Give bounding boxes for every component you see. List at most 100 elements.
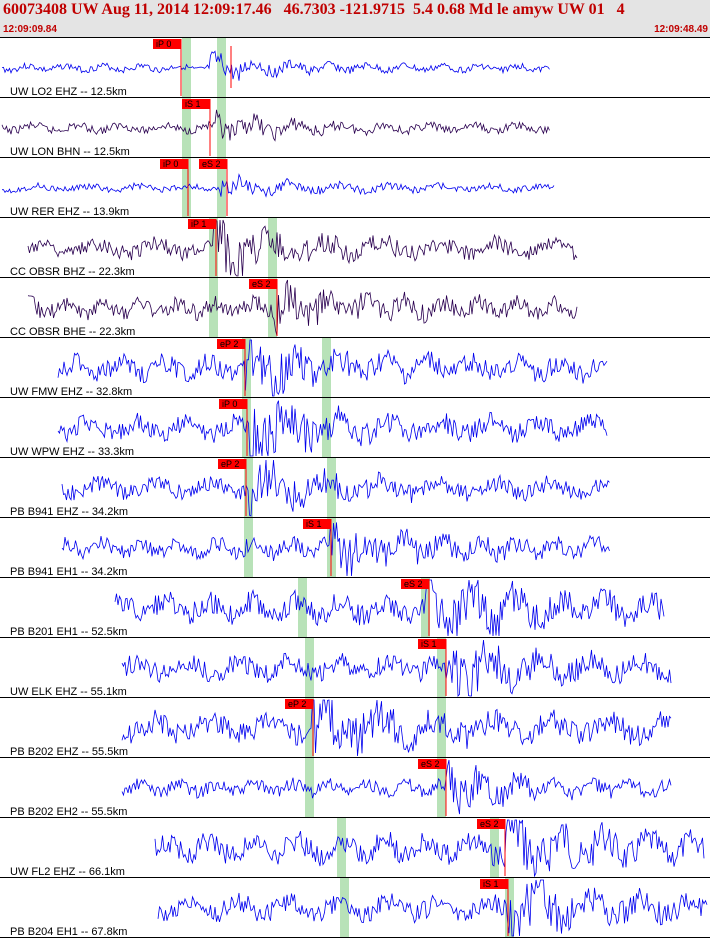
pick-label: iS 1 xyxy=(483,879,499,889)
phase-band xyxy=(337,818,346,878)
phase-band xyxy=(305,758,314,818)
trace-row[interactable]: iP 0 UW LO2 EHZ -- 12.5km xyxy=(0,38,710,98)
pick-label: eS 2 xyxy=(480,819,499,829)
trace-row[interactable]: eP 2 UW FMW EHZ -- 32.8km xyxy=(0,338,710,398)
pick-label: iP 0 xyxy=(163,159,178,169)
phase-band xyxy=(305,638,314,698)
trace-row[interactable]: iS 1 PB B204 EH1 -- 67.8km xyxy=(0,878,710,938)
pick-flag[interactable] xyxy=(219,399,247,409)
trace-row[interactable]: eS 2 CC OBSR BHE -- 22.3km xyxy=(0,278,710,338)
trace-label: UW RER EHZ -- 13.9km xyxy=(10,206,129,218)
phase-band xyxy=(305,698,314,758)
pick-flag[interactable] xyxy=(249,279,277,289)
trace-label: PB B941 EH1 -- 34.2km xyxy=(10,566,127,578)
waveform xyxy=(61,459,610,517)
trace-row[interactable]: eS 2 UW FL2 EHZ -- 66.1km xyxy=(0,818,710,878)
trace-row[interactable]: iP 0 UW WPW EHZ -- 33.3km xyxy=(0,398,710,458)
trace-label: CC OBSR BHE -- 22.3km xyxy=(10,326,135,338)
phase-band xyxy=(209,218,218,278)
pick-label: iS 1 xyxy=(185,99,201,109)
trace-row[interactable]: iS 1 PB B941 EH1 -- 34.2km xyxy=(0,518,710,578)
pick-flag[interactable] xyxy=(199,159,227,169)
waveform xyxy=(114,579,665,637)
pick-label: eP 2 xyxy=(220,339,238,349)
trace-row[interactable]: eS 2 PB B202 EH2 -- 55.5km xyxy=(0,758,710,818)
phase-band xyxy=(298,578,307,638)
pick-flag[interactable] xyxy=(303,519,331,529)
seismogram-panel[interactable]: iP 0 UW LO2 EHZ -- 12.5km iS 1 UW LON BHN -… xyxy=(0,38,710,938)
phase-band xyxy=(437,698,446,758)
waveform xyxy=(27,219,578,277)
pick-flag[interactable] xyxy=(285,699,313,709)
waveform xyxy=(57,339,608,397)
phase-band xyxy=(182,98,191,158)
pick-flag[interactable] xyxy=(401,579,429,589)
waveform xyxy=(1,50,550,81)
pick-flag[interactable] xyxy=(418,639,446,649)
pick-flag[interactable] xyxy=(218,459,246,469)
trace-label: UW FMW EHZ -- 32.8km xyxy=(10,386,132,398)
trace-label: PB B204 EH1 -- 67.8km xyxy=(10,926,127,938)
trace-row[interactable]: iP 0 eS 2 UW RER EHZ -- 13.9km xyxy=(0,158,710,218)
event-header: 60073408 UW Aug 11, 2014 12:09:17.46 46.… xyxy=(0,0,710,38)
trace-label: UW WPW EHZ -- 33.3km xyxy=(10,446,134,458)
trace-label: PB B941 EHZ -- 34.2km xyxy=(10,506,128,518)
pick-flag[interactable] xyxy=(477,819,505,829)
trace-label: UW ELK EHZ -- 55.1km xyxy=(10,686,127,698)
phase-band xyxy=(421,578,430,638)
trace-row[interactable]: eP 2 PB B941 EHZ -- 34.2km xyxy=(0,458,710,518)
waveform xyxy=(121,699,672,757)
waveform xyxy=(61,522,610,577)
pick-flag[interactable] xyxy=(182,99,210,109)
phase-band xyxy=(268,218,277,278)
pick-flag[interactable] xyxy=(188,219,216,229)
trace-row[interactable]: iS 1 UW ELK EHZ -- 55.1km xyxy=(0,638,710,698)
pick-label: eS 2 xyxy=(202,159,221,169)
trace-label: CC OBSR BHZ -- 22.3km xyxy=(10,266,135,278)
pick-flag[interactable] xyxy=(153,39,181,49)
trace-row[interactable]: eS 2 PB B201 EH1 -- 52.5km xyxy=(0,578,710,638)
pick-label: eS 2 xyxy=(404,579,423,589)
phase-band xyxy=(322,338,331,398)
waveform xyxy=(57,400,608,457)
trace-label: UW LON BHN -- 12.5km xyxy=(10,146,130,158)
phase-band xyxy=(490,818,499,878)
phase-band xyxy=(209,278,218,338)
trace-label: UW FL2 EHZ -- 66.1km xyxy=(10,866,125,878)
pick-label: eS 2 xyxy=(421,759,440,769)
phase-band xyxy=(217,38,226,98)
waveform xyxy=(157,879,708,937)
trace-row[interactable]: iS 1 UW LON BHN -- 12.5km xyxy=(0,98,710,158)
pick-flag[interactable] xyxy=(217,339,245,349)
waveform xyxy=(121,759,672,815)
phase-band xyxy=(182,38,191,98)
phase-band xyxy=(244,458,253,518)
waveform xyxy=(1,109,550,142)
trace-label: PB B202 EHZ -- 55.5km xyxy=(10,746,128,758)
pick-label: eP 2 xyxy=(288,699,306,709)
phase-band xyxy=(268,278,277,338)
time-start: 12:09:09.84 xyxy=(3,24,57,35)
phase-band xyxy=(327,458,336,518)
pick-label: iP 0 xyxy=(222,399,237,409)
event-title: 60073408 UW Aug 11, 2014 12:09:17.46 46.… xyxy=(3,1,625,18)
pick-flag[interactable] xyxy=(480,879,508,889)
waveform xyxy=(121,639,672,698)
pick-label: iS 1 xyxy=(306,519,322,529)
phase-band xyxy=(244,518,253,578)
pick-label: iP 1 xyxy=(191,219,206,229)
trace-row[interactable]: iP 1 CC OBSR BHZ -- 22.3km xyxy=(0,218,710,278)
waveform xyxy=(154,819,705,878)
pick-label: iP 0 xyxy=(156,39,171,49)
pick-flag[interactable] xyxy=(160,159,188,169)
trace-label: UW LO2 EHZ -- 12.5km xyxy=(10,86,127,98)
pick-flag[interactable] xyxy=(418,759,446,769)
time-end: 12:09:48.49 xyxy=(654,24,708,35)
trace-row[interactable]: eP 2 PB B202 EHZ -- 55.5km xyxy=(0,698,710,758)
phase-band xyxy=(340,878,349,938)
trace-label: PB B201 EH1 -- 52.5km xyxy=(10,626,127,638)
trace-label: PB B202 EH2 -- 55.5km xyxy=(10,806,127,818)
waveform xyxy=(27,279,578,337)
phase-band xyxy=(505,878,514,938)
pick-label: iS 1 xyxy=(421,639,437,649)
